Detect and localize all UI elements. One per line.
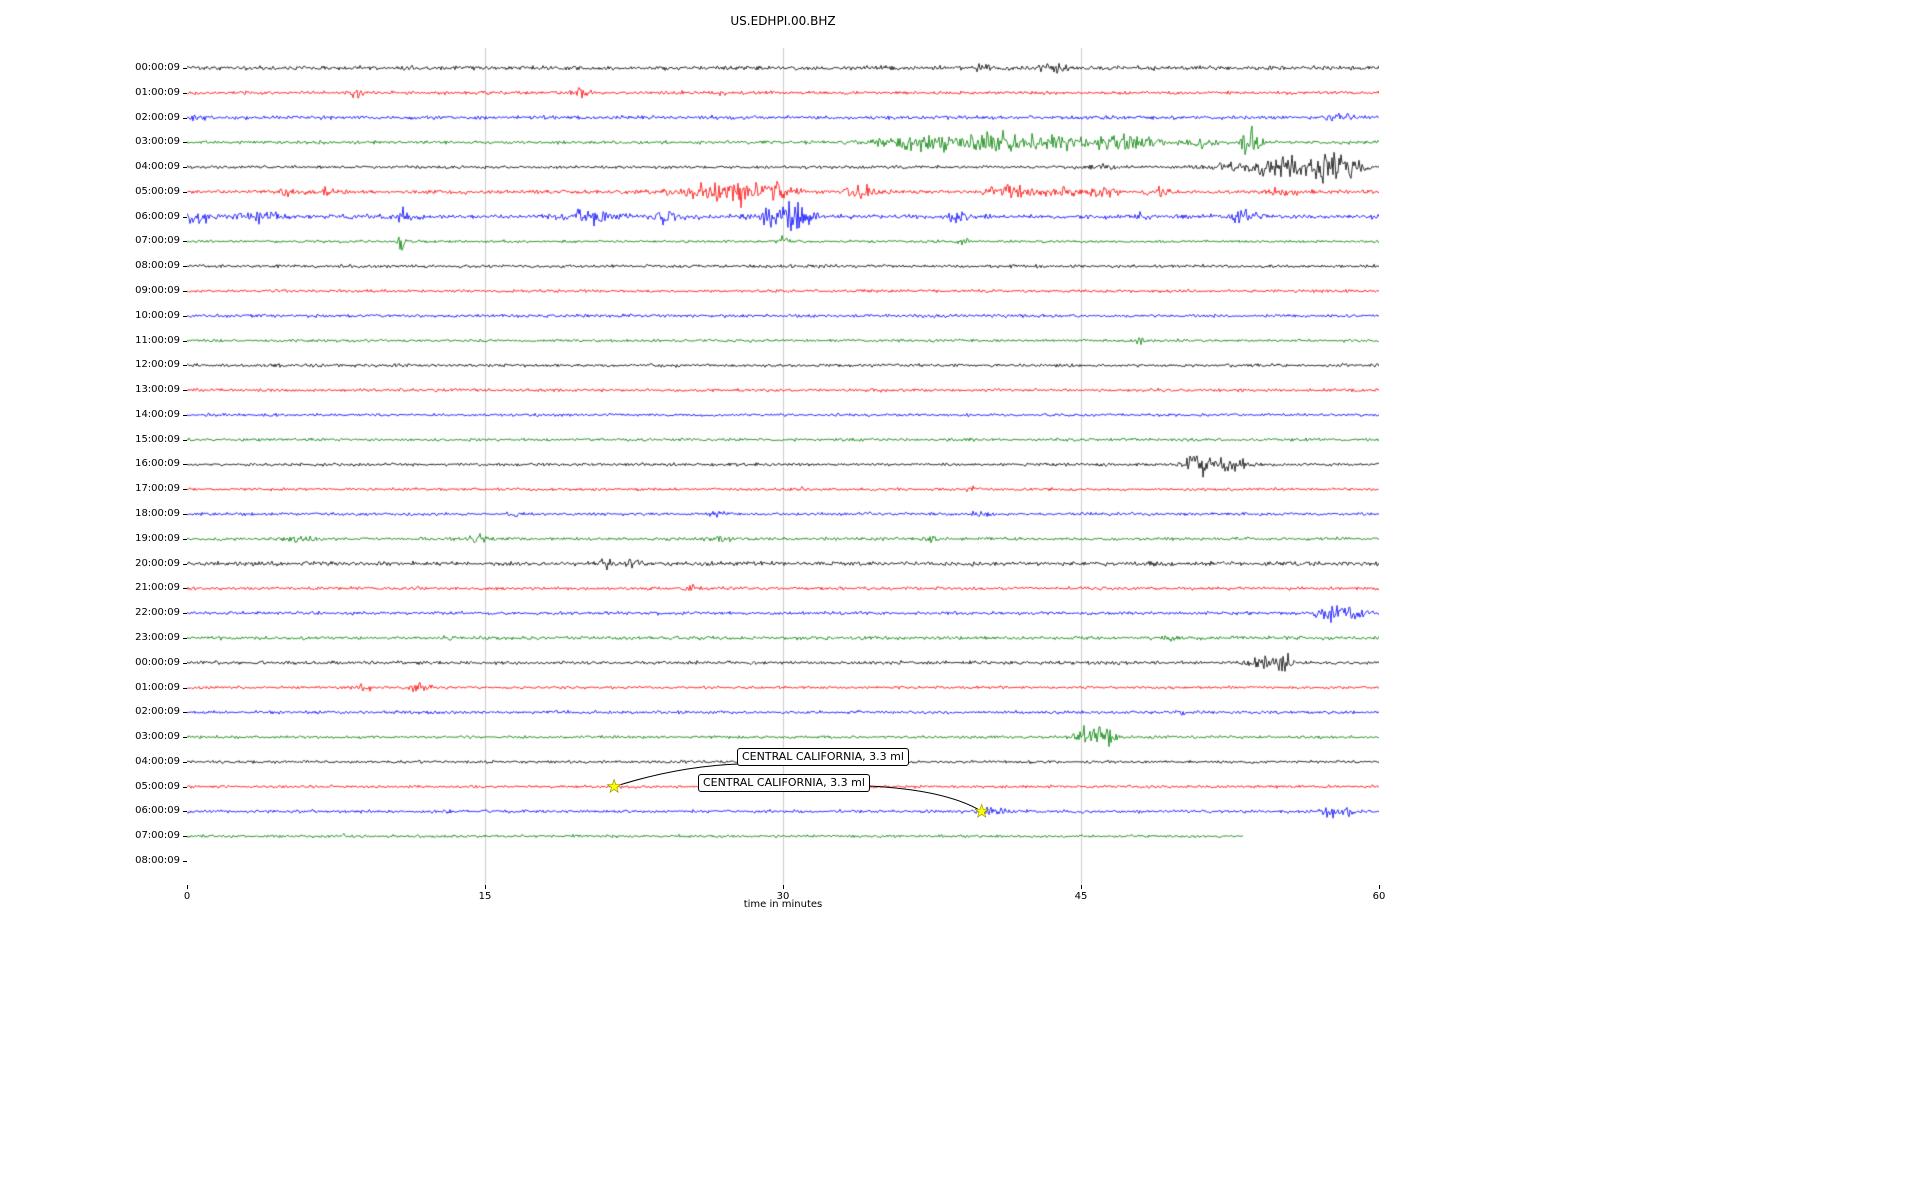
y-axis-label: 03:00:09: [135, 136, 180, 148]
y-axis-label: 00:00:09: [135, 656, 180, 668]
y-axis-label: 00:00:09: [135, 62, 180, 73]
y-axis-label: 05:00:09: [135, 780, 180, 792]
y-axis-tick: [183, 613, 187, 615]
y-axis-tick: [183, 489, 187, 491]
y-axis-label: 21:00:09: [135, 582, 180, 594]
y-axis-tick: [183, 414, 187, 416]
y-axis-label: 03:00:09: [135, 731, 180, 743]
y-axis-tick: [183, 68, 187, 69]
y-axis-tick: [183, 687, 187, 689]
y-axis-tick: [183, 291, 187, 293]
y-axis-label: 02:00:09: [135, 706, 180, 718]
y-axis-label: 02:00:09: [135, 111, 180, 123]
y-axis-tick: [183, 92, 187, 94]
y-axis-label: 08:00:09: [135, 854, 180, 866]
event-annotation-box: CENTRAL CALIFORNIA, 3.3 ml: [698, 774, 870, 792]
y-axis-tick: [183, 712, 187, 714]
y-axis-tick: [183, 167, 187, 169]
y-axis-tick: [183, 390, 187, 392]
y-axis-tick: [183, 117, 187, 119]
y-axis-label: 07:00:09: [135, 235, 180, 247]
x-axis-tick: [187, 885, 188, 889]
x-axis-tick: [485, 885, 486, 889]
y-axis-label: 14:00:09: [135, 408, 180, 420]
y-axis-label: 12:00:09: [135, 359, 180, 371]
y-axis-label: 06:00:09: [135, 210, 180, 222]
x-axis-tick: [1379, 885, 1380, 889]
y-axis-tick: [183, 662, 187, 664]
chart-title: US.EDHPI.00.BHZ: [730, 14, 836, 28]
y-axis-tick: [183, 737, 187, 739]
y-axis-tick: [183, 142, 187, 144]
y-axis-label: 15:00:09: [135, 433, 180, 445]
y-axis-tick: [183, 637, 187, 639]
y-axis-tick: [183, 836, 187, 838]
y-axis-tick: [183, 216, 187, 218]
y-axis-label: 08:00:09: [135, 260, 180, 272]
y-axis-label: 19:00:09: [135, 532, 180, 544]
y-axis-tick: [183, 315, 187, 317]
y-axis-label: 20:00:09: [135, 557, 180, 569]
y-axis-tick: [183, 761, 187, 763]
y-axis-tick: [183, 241, 187, 243]
y-axis-tick: [183, 340, 187, 342]
y-axis-tick: [183, 266, 187, 268]
y-axis-label: 04:00:09: [135, 755, 180, 767]
y-axis-label: 13:00:09: [135, 384, 180, 396]
y-axis-tick: [183, 860, 187, 862]
x-axis-tick-label: 30: [776, 891, 790, 902]
y-axis-label: 04:00:09: [135, 161, 180, 173]
y-axis-tick: [183, 563, 187, 565]
y-axis-label: 09:00:09: [135, 285, 180, 297]
x-axis-tick-label: 15: [478, 891, 492, 902]
x-axis-tick-label: 60: [1372, 891, 1386, 902]
y-axis-label: 23:00:09: [135, 631, 180, 643]
y-axis-tick: [183, 811, 187, 813]
x-axis-tick-label: 0: [183, 891, 191, 902]
y-axis-label: 01:00:09: [135, 681, 180, 693]
y-axis-tick: [183, 464, 187, 466]
y-axis-label: 18:00:09: [135, 508, 180, 520]
y-axis-label: 10:00:09: [135, 309, 180, 321]
y-axis-tick: [183, 786, 187, 788]
y-axis-label: 16:00:09: [135, 458, 180, 470]
y-axis-tick: [183, 439, 187, 441]
x-axis-tick: [1081, 885, 1082, 889]
y-axis-label: 07:00:09: [135, 830, 180, 842]
y-axis-label: 06:00:09: [135, 805, 180, 817]
event-annotation-box: CENTRAL CALIFORNIA, 3.3 ml: [737, 748, 909, 766]
y-axis-tick: [183, 514, 187, 516]
y-axis-label: 22:00:09: [135, 607, 180, 619]
y-axis-label: 01:00:09: [135, 86, 180, 98]
y-axis-label: 05:00:09: [135, 185, 180, 197]
waveform-canvas: [187, 48, 1379, 885]
x-axis-tick-label: 45: [1074, 891, 1088, 902]
y-axis-tick: [183, 588, 187, 590]
x-axis-title: time in minutes: [743, 899, 823, 910]
y-axis-tick: [183, 191, 187, 193]
y-axis-tick: [183, 538, 187, 540]
y-axis-tick: [183, 365, 187, 367]
y-axis-label: 11:00:09: [135, 334, 180, 346]
x-axis-tick: [783, 885, 784, 889]
y-axis-label: 17:00:09: [135, 483, 180, 495]
